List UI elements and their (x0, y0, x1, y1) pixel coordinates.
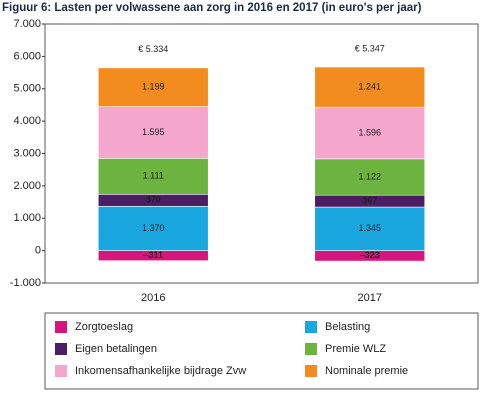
bar-segment (97, 106, 209, 159)
value-label: 1.596 (358, 127, 381, 137)
y-tick-label: 5.000 (13, 83, 41, 95)
legend-label: Nominale premie (325, 365, 408, 377)
value-label: 1.241 (358, 81, 381, 91)
bar-segment (97, 158, 209, 195)
bar-segment (314, 66, 426, 108)
legend-label: Zorgtoeslag (75, 321, 133, 333)
bar-segment (314, 106, 426, 160)
legend-swatch (305, 365, 317, 377)
value-label: 1.595 (142, 127, 165, 137)
value-label: 367 (362, 196, 377, 206)
legend-label: Premie WLZ (325, 343, 386, 355)
y-tick-label: 6.000 (13, 50, 41, 62)
y-tick-label: 1.000 (13, 212, 41, 224)
y-tick-label: 4.000 (13, 115, 41, 127)
bar-segment (314, 158, 426, 196)
legend-swatch (305, 343, 317, 355)
legend-frame (44, 312, 479, 390)
total-label: € 5.334 (138, 44, 168, 54)
value-label: 1.199 (142, 82, 165, 92)
x-tick-label: 2017 (358, 292, 382, 304)
y-tick-label: 2.000 (13, 180, 41, 192)
value-label: 1.370 (142, 223, 165, 233)
chart-title: Figuur 6: Lasten per volwassene aan zorg… (2, 2, 422, 14)
x-tick-label: 2016 (141, 292, 165, 304)
bar-segment (97, 67, 209, 107)
total-label: € 5.347 (355, 43, 385, 53)
y-tick-label: -1.000 (10, 277, 41, 289)
legend-label: Belasting (325, 321, 370, 333)
value-label: 1.111 (143, 171, 164, 181)
legend-label: Inkomensafhankelijke bijdrage Zvw (75, 365, 246, 377)
value-label: 1.345 (358, 223, 381, 233)
value-label: 370 (146, 195, 161, 205)
legend-swatch (55, 365, 67, 377)
legend-swatch (305, 321, 317, 333)
value-label: 1.122 (358, 171, 381, 181)
legend-swatch (55, 343, 67, 355)
value-label: –323 (360, 250, 380, 260)
y-tick-label: 7.000 (13, 18, 41, 30)
legend-swatch (55, 321, 67, 333)
y-tick-label: 0 (35, 245, 41, 257)
legend-label: Eigen betalingen (75, 343, 157, 355)
y-tick-label: 3.000 (13, 147, 41, 159)
bar-segment (97, 205, 209, 251)
value-label: –311 (143, 250, 163, 260)
